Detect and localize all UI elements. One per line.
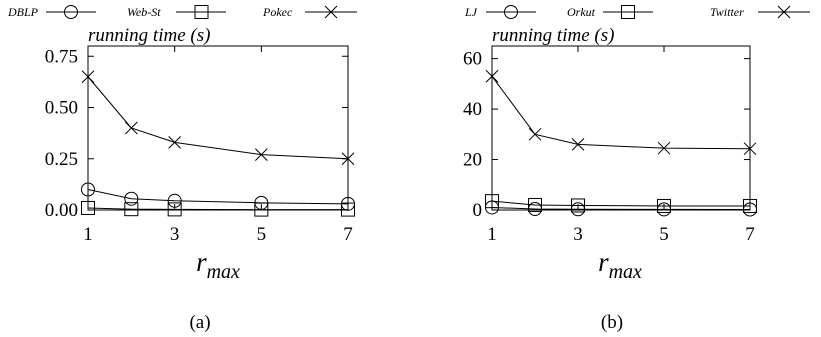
legend-b-twitter: Twitter xyxy=(710,5,810,19)
legend-label: LJ xyxy=(464,5,478,19)
x-tick-label: 1 xyxy=(83,224,93,245)
cross-marker-icon xyxy=(324,5,338,19)
y-tick-label: 60 xyxy=(463,49,482,70)
data-point-cross xyxy=(657,141,671,155)
legend-label: Orkut xyxy=(567,5,596,19)
circle-marker-icon xyxy=(504,5,518,19)
panel-caption: (a) xyxy=(189,312,210,333)
y-axis-title: running time (s) xyxy=(88,25,210,46)
data-point-cross xyxy=(341,152,355,166)
data-point-square xyxy=(167,202,182,217)
data-point-square xyxy=(485,194,499,209)
x-tick-label: 3 xyxy=(170,224,180,245)
y-tick-label: 0.25 xyxy=(45,149,78,170)
y-tick-label: 0 xyxy=(473,200,483,221)
circle-marker-icon xyxy=(64,5,78,19)
legend-a-webst: Web-St xyxy=(127,5,226,19)
data-point-square xyxy=(81,200,95,215)
chart-panel-a: 0.00 0.25 0.50 0.75 1 3 5 7 running time (s) rmax… xyxy=(45,25,355,333)
y-tick-label: 0.00 xyxy=(45,200,78,221)
data-point-cross xyxy=(528,127,542,141)
y-tick-label: 20 xyxy=(463,150,482,171)
data-point-square xyxy=(124,202,139,217)
legend-a-dblp: DBLP xyxy=(7,5,96,19)
series-line-orkut xyxy=(491,200,750,207)
data-point-cross xyxy=(168,135,182,149)
legend-b-lj: LJ xyxy=(464,5,536,19)
x-tick-label: 7 xyxy=(343,224,353,245)
data-point-circle xyxy=(81,182,95,197)
x-tick-label: 3 xyxy=(573,224,583,245)
y-tick-label: 0.75 xyxy=(45,46,78,67)
legend-label: Web-St xyxy=(127,5,161,19)
data-point-square xyxy=(743,198,757,213)
data-point-square xyxy=(341,202,355,217)
series-line-web-st xyxy=(87,207,348,211)
legend-a-pokec: Pokec xyxy=(262,5,357,19)
y-tick-label: 40 xyxy=(463,99,482,120)
square-marker-icon xyxy=(621,5,635,19)
x-tick-label: 7 xyxy=(745,224,755,245)
series-line-dblp xyxy=(87,189,349,205)
data-point-square xyxy=(571,198,585,213)
legend-label: Pokec xyxy=(262,5,293,19)
legend-b-orkut: Orkut xyxy=(567,5,653,19)
legend-row: DBLP Web-St Pokec LJ Orkut Twitter xyxy=(7,5,810,19)
series-line-pokec xyxy=(87,76,349,160)
x-axis-title-subscript: max xyxy=(609,261,642,283)
x-tick-label: 5 xyxy=(659,224,669,245)
x-axis-title: rmax xyxy=(598,247,642,283)
data-point-cross xyxy=(571,138,585,151)
square-marker-icon xyxy=(194,5,209,19)
chart-panel-b: 0 20 40 60 1 3 5 7 running time (s) rmax (b) xyxy=(463,25,757,333)
data-point-circle xyxy=(124,191,139,206)
x-tick-label: 5 xyxy=(257,224,267,245)
series-line-twitter xyxy=(491,75,751,150)
series-line-lj xyxy=(491,206,751,210)
y-tick-label: 0.50 xyxy=(45,98,78,119)
data-point-circle xyxy=(167,193,182,208)
panel-caption: (b) xyxy=(601,312,623,333)
data-point-cross xyxy=(485,69,499,83)
data-point-square xyxy=(657,198,671,213)
plot-frame xyxy=(491,45,751,211)
data-point-square xyxy=(254,202,269,217)
legend-label: DBLP xyxy=(7,5,39,19)
x-tick-label: 1 xyxy=(487,224,497,245)
data-point-cross xyxy=(254,148,268,162)
data-point-square xyxy=(528,197,542,212)
legend-label: Twitter xyxy=(710,5,744,19)
x-axis-title-subscript: max xyxy=(207,261,240,283)
data-point-cross xyxy=(124,121,138,135)
plot-frame xyxy=(87,45,349,211)
cross-marker-icon xyxy=(777,5,791,19)
y-axis-title: running time (s) xyxy=(492,25,614,46)
data-point-cross xyxy=(81,70,95,84)
data-point-cross xyxy=(743,142,757,156)
x-axis-title: rmax xyxy=(196,247,240,283)
